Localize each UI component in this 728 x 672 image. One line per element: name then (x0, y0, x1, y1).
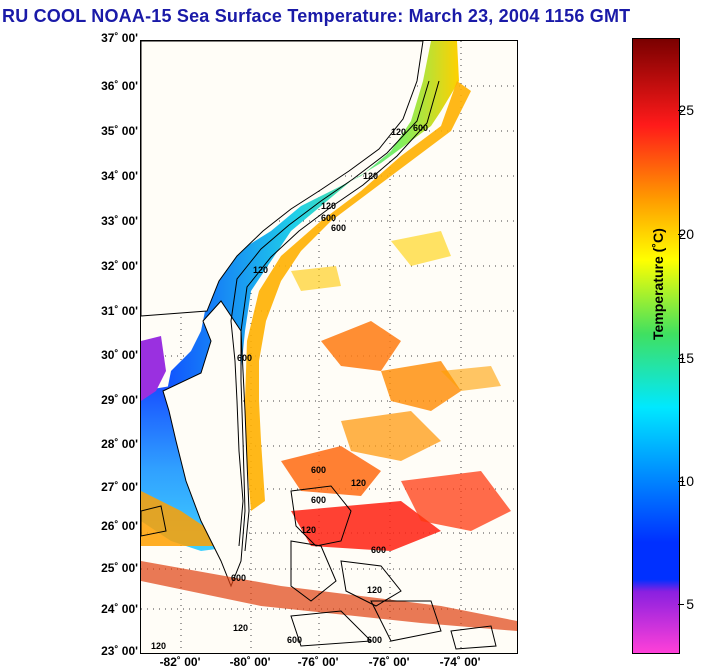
contour-label: 600 (331, 223, 346, 233)
lon-label: -82˚ 00' (159, 655, 201, 669)
isobath-120 (230, 80, 430, 547)
contour-label: 600 (311, 465, 326, 475)
lat-label: 35˚ 00' (101, 124, 138, 138)
sst-map-canvas: 120 600 120 600 120 600 120 600 600 120 … (141, 41, 517, 653)
contour-label: 120 (253, 265, 268, 275)
lon-label: -74˚ 00' (439, 655, 481, 669)
gulf-stream-patches (141, 231, 517, 631)
contour-label: 600 (231, 573, 246, 583)
contour-label: 120 (391, 127, 406, 137)
lat-label: 28˚ 00' (101, 437, 138, 451)
colorbar-title: Temperature (˚C) (650, 228, 666, 340)
lat-label: 23˚ 00' (101, 644, 138, 658)
colorbar-tick (678, 604, 684, 605)
lat-label: 24˚ 00' (101, 602, 138, 616)
gulf-purple (141, 336, 166, 401)
colorbar-label: 5 (686, 596, 694, 612)
contour-label: 600 (237, 353, 252, 363)
bahamas-land (141, 485, 497, 650)
lat-label: 32˚ 00' (101, 259, 138, 273)
contour-label: 600 (321, 213, 336, 223)
colorbar-label: 20 (678, 226, 694, 242)
colorbar-label: 15 (678, 350, 694, 366)
colorbar-tick (678, 110, 684, 111)
shelf-edge-warm (245, 81, 471, 511)
lon-label: -76˚ 00' (368, 655, 410, 669)
colorbar-tick (678, 481, 684, 482)
contour-label: 600 (371, 545, 386, 555)
colorbar-tick (678, 358, 684, 359)
contour-label: 600 (413, 123, 428, 133)
contour-label: 120 (321, 201, 336, 211)
colorbar-label: 25 (678, 102, 694, 118)
contour-label: 120 (233, 623, 248, 633)
contour-label: 600 (287, 635, 302, 645)
southeast-land (141, 41, 424, 317)
lat-label: 36˚ 00' (101, 79, 138, 93)
colorbar-label: 10 (678, 473, 694, 489)
lat-label: 30˚ 00' (101, 348, 138, 362)
lat-label: 29˚ 00' (101, 393, 138, 407)
gulf-warm-patch (141, 491, 239, 546)
contour-label: 120 (363, 171, 378, 181)
contour-label: 120 (351, 478, 366, 488)
contour-label: 120 (301, 525, 316, 535)
lat-label: 34˚ 00' (101, 169, 138, 183)
lon-label: -80˚ 00' (229, 655, 271, 669)
isobath-600 (240, 80, 440, 552)
lat-label: 33˚ 00' (101, 214, 138, 228)
lat-label: 31˚ 00' (101, 304, 138, 318)
colorbar-tick (678, 234, 684, 235)
contour-label: 120 (367, 585, 382, 595)
map-title: RU COOL NOAA-15 Sea Surface Temperature:… (2, 6, 631, 26)
contour-label: 600 (311, 495, 326, 505)
contour-label: 600 (367, 635, 382, 645)
contour-label: 120 (151, 641, 166, 651)
lat-label: 25˚ 00' (101, 561, 138, 575)
lat-label: 27˚ 00' (101, 480, 138, 494)
lon-label: -76˚ 00' (297, 655, 339, 669)
florida-land (162, 300, 246, 588)
lat-label: 26˚ 00' (101, 519, 138, 533)
lat-label: 37˚ 00' (101, 31, 138, 45)
sst-map: 120 600 120 600 120 600 120 600 600 120 … (140, 40, 518, 654)
temperature-colorbar (632, 38, 680, 654)
